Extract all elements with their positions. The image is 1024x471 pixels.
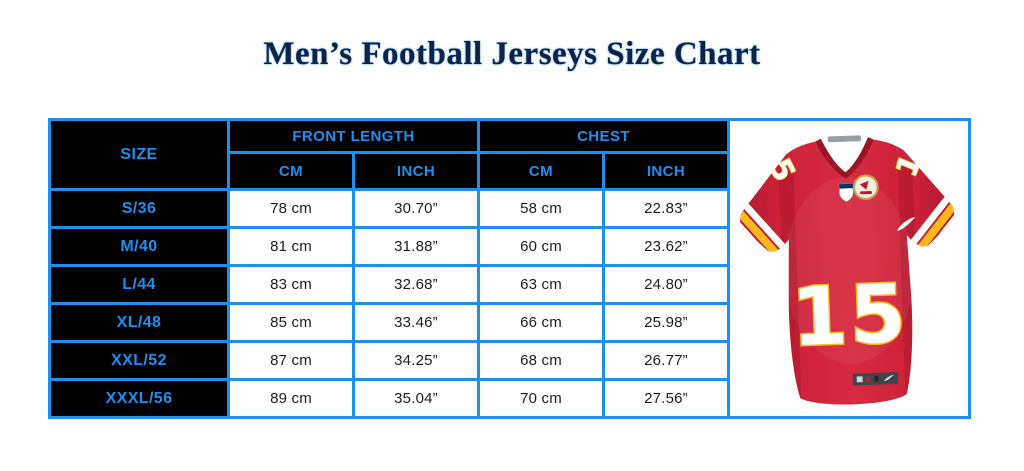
- team-patch: [852, 174, 879, 201]
- size-chart-cell: 23.62”: [605, 229, 727, 264]
- size-chart-table: SIZE FRONT LENGTH CHEST CM INCH CM INCH …: [48, 118, 971, 419]
- size-row-label: XXL/52: [51, 343, 227, 378]
- chest-cm-header: CM: [480, 154, 602, 188]
- product-image-jersey: 15 15 15: [730, 121, 968, 416]
- size-chart-cell: 27.56”: [605, 381, 727, 416]
- swoosh-icon: [897, 216, 916, 231]
- size-chart-cell: 24.80”: [605, 267, 727, 302]
- size-chart-cell: 83 cm: [230, 267, 352, 302]
- chest-inch-header: INCH: [605, 154, 727, 188]
- size-chart-cell: 33.46”: [355, 305, 477, 340]
- size-chart-cell: 78 cm: [230, 191, 352, 226]
- front-length-inch-header: INCH: [355, 154, 477, 188]
- size-row-label: XXXL/56: [51, 381, 227, 416]
- size-chart-cell: 25.98”: [605, 305, 727, 340]
- size-row-label: S/36: [51, 191, 227, 226]
- size-chart-cell: 31.88”: [355, 229, 477, 264]
- front-length-cm-header: CM: [230, 154, 352, 188]
- size-chart-cell: 60 cm: [480, 229, 602, 264]
- size-chart-cell: 35.04”: [355, 381, 477, 416]
- jersey-collar-back: [827, 135, 862, 143]
- nfl-shield-logo: [838, 183, 854, 202]
- size-chart-cell: 87 cm: [230, 343, 352, 378]
- size-chart-cell: 68 cm: [480, 343, 602, 378]
- size-chart-cell: 70 cm: [480, 381, 602, 416]
- size-row-label: L/44: [51, 267, 227, 302]
- size-row-label: XL/48: [51, 305, 227, 340]
- chest-group-header: CHEST: [480, 121, 727, 151]
- jersey-collar-trim: [814, 136, 874, 180]
- size-chart-cell: 30.70”: [355, 191, 477, 226]
- size-chart-cell: 22.83”: [605, 191, 727, 226]
- jersey-body: [740, 139, 955, 405]
- size-chart-cell: 32.68”: [355, 267, 477, 302]
- size-chart-cell: 63 cm: [480, 267, 602, 302]
- size-chart-cell: 34.25”: [355, 343, 477, 378]
- size-chart-cell: 66 cm: [480, 305, 602, 340]
- size-row-label: M/40: [51, 229, 227, 264]
- front-length-group-header: FRONT LENGTH: [230, 121, 477, 151]
- jersey-chest-number: 15: [790, 267, 909, 365]
- size-chart-cell: 85 cm: [230, 305, 352, 340]
- jersey-illustration: 15 15 15: [737, 135, 961, 405]
- size-chart-cell: 81 cm: [230, 229, 352, 264]
- size-column-header: SIZE: [51, 121, 227, 188]
- page-title: Men’s Football Jerseys Size Chart: [263, 36, 761, 72]
- size-chart-cell: 89 cm: [230, 381, 352, 416]
- jersey-jock-tag: [852, 372, 899, 386]
- size-chart-cell: 26.77”: [605, 343, 727, 378]
- size-chart-cell: 58 cm: [480, 191, 602, 226]
